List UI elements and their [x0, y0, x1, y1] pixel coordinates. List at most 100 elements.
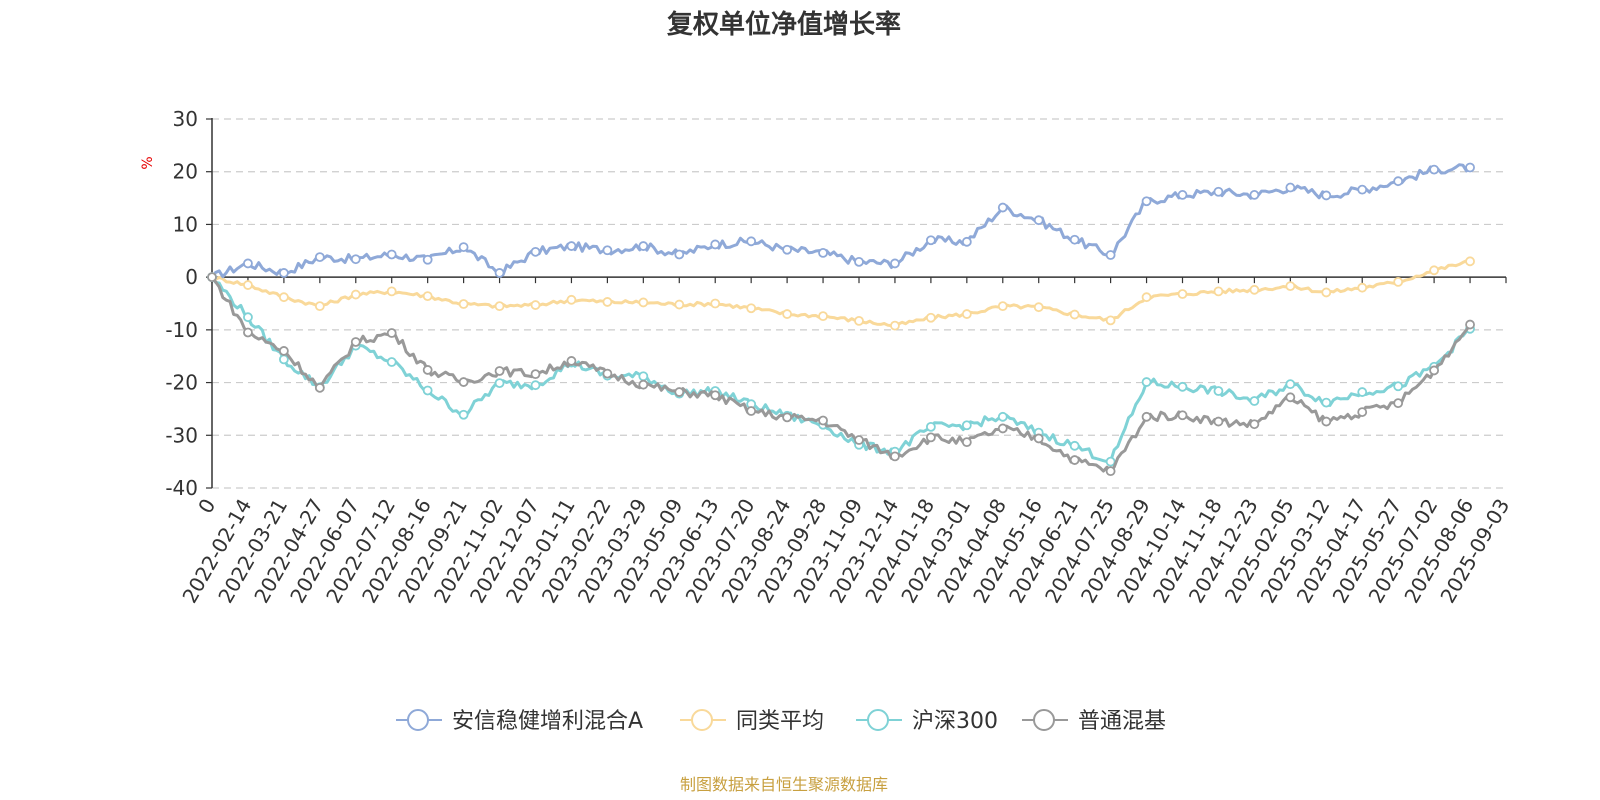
data-point: [243, 258, 253, 269]
data-point: [1141, 196, 1152, 207]
x-tick-label: 0: [193, 495, 220, 518]
data-point: [207, 272, 217, 283]
chart-title: 复权单位净值增长率: [667, 9, 901, 40]
data-point: [350, 337, 361, 347]
data-point: [1105, 466, 1116, 477]
data-point: [1249, 396, 1260, 406]
data-point: [854, 315, 864, 326]
data-point: [1393, 276, 1404, 287]
data-point: [566, 356, 577, 366]
data-point: [566, 294, 577, 305]
legend-label: 沪深300: [912, 709, 998, 734]
data-point: [674, 249, 685, 260]
data-point: [458, 409, 469, 420]
data-point: [458, 299, 469, 309]
data-point: [925, 421, 936, 432]
data-point: [314, 382, 325, 393]
data-point: [1321, 190, 1332, 201]
data-point: [890, 451, 900, 462]
data-point: [1033, 302, 1044, 313]
data-point: [314, 252, 325, 263]
data-point: [1285, 379, 1296, 390]
data-point: [1429, 164, 1440, 175]
data-point: [314, 301, 325, 312]
legend[interactable]: 安信稳健增利混合A 同类平均 沪深300 普通混基: [396, 709, 1166, 734]
data-point: [494, 366, 505, 376]
data-point: [278, 292, 289, 303]
y-tick-label: -10: [165, 318, 198, 342]
data-point: [1069, 455, 1080, 465]
data-point: [961, 309, 972, 319]
data-point: [530, 246, 541, 257]
data-point: [530, 380, 541, 391]
data-point: [1105, 250, 1116, 260]
series-line-0: [210, 163, 1472, 279]
data-point: [386, 357, 397, 367]
data-point: [638, 241, 649, 251]
data-source-note: 制图数据来自恒生聚源数据库: [680, 775, 888, 794]
data-point: [1105, 315, 1116, 326]
data-point: [1321, 397, 1332, 408]
data-point: [818, 415, 828, 426]
data-point: [1069, 309, 1080, 320]
data-point: [1105, 456, 1116, 467]
data-point: [1033, 433, 1044, 444]
data-point: [386, 328, 397, 338]
series-lines: [207, 162, 1475, 477]
data-point: [638, 371, 649, 382]
data-point: [746, 406, 757, 416]
data-point: [746, 303, 757, 314]
data-point: [854, 435, 864, 445]
legend-label: 普通混基: [1078, 709, 1166, 734]
data-point: [1177, 381, 1188, 392]
y-axis-unit: %: [140, 156, 156, 169]
data-point: [1357, 282, 1368, 293]
data-point: [350, 254, 361, 265]
data-point: [386, 286, 397, 297]
data-point: [890, 320, 900, 331]
data-point: [746, 236, 757, 247]
data-point: [1321, 287, 1332, 298]
data-point: [422, 291, 433, 302]
data-point: [1285, 281, 1296, 292]
series-line-2: [210, 276, 1471, 464]
series-line-3: [210, 276, 1472, 473]
data-point: [1429, 365, 1440, 376]
data-point: [890, 258, 900, 269]
data-point: [350, 289, 361, 300]
y-tick-label: -40: [165, 476, 198, 500]
series-line-1: [211, 259, 1471, 328]
data-point: [1177, 410, 1188, 421]
data-point: [925, 312, 936, 323]
gridlines: [212, 118, 1506, 489]
data-point: [710, 239, 721, 250]
data-point: [243, 312, 253, 323]
data-point: [1177, 289, 1188, 299]
data-point: [458, 377, 469, 387]
y-tick-label: 30: [173, 107, 198, 131]
data-point: [243, 327, 253, 338]
data-point: [422, 385, 433, 396]
data-point: [1393, 398, 1404, 409]
data-point: [278, 354, 289, 365]
legend-item-1[interactable]: 同类平均: [680, 709, 824, 734]
data-point: [674, 299, 685, 310]
y-tick-label: 0: [185, 265, 198, 289]
data-point: [422, 254, 433, 265]
legend-item-2[interactable]: 沪深300: [856, 709, 998, 734]
data-point: [278, 346, 289, 356]
data-point: [602, 297, 613, 307]
legend-item-0[interactable]: 安信稳健增利混合A: [396, 709, 643, 734]
data-point: [961, 236, 972, 247]
legend-item-3[interactable]: 普通混基: [1022, 709, 1166, 734]
data-point: [710, 298, 721, 309]
data-point: [494, 301, 505, 312]
data-point: [278, 268, 289, 278]
data-point: [818, 247, 828, 258]
data-point: [494, 268, 505, 278]
data-point: [243, 280, 253, 290]
y-tick-label: 20: [173, 160, 198, 184]
data-point: [997, 423, 1008, 434]
data-point: [422, 365, 433, 375]
legend-label: 同类平均: [736, 709, 824, 734]
